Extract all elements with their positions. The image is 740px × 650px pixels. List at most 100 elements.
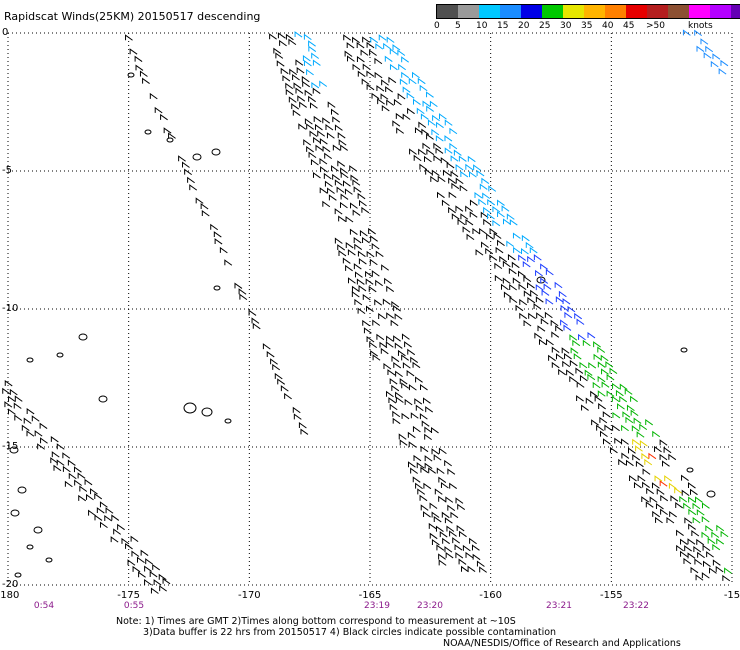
legend-color-bar xyxy=(436,4,740,19)
wind-barb xyxy=(527,296,536,304)
island-outline xyxy=(211,148,221,156)
wind-barb xyxy=(509,219,518,226)
wind-barb xyxy=(201,210,210,217)
wind-barb xyxy=(391,384,400,392)
wind-barb xyxy=(389,63,398,71)
wind-barb xyxy=(401,56,409,63)
wind-barb xyxy=(396,127,404,134)
wind-barb xyxy=(502,260,511,268)
wind-barb xyxy=(130,535,139,543)
wind-barb xyxy=(378,34,387,41)
wind-barb xyxy=(398,433,407,440)
wind-barb xyxy=(622,411,631,418)
wind-barb xyxy=(388,76,397,84)
wind-barb xyxy=(2,387,11,395)
longitude-tick-label: -175 xyxy=(117,590,141,601)
wind-barb xyxy=(492,206,501,213)
legend-swatch xyxy=(626,5,647,18)
wind-barb xyxy=(401,382,410,389)
wind-barb xyxy=(369,258,378,266)
wind-barb xyxy=(393,361,402,369)
wind-barb xyxy=(326,132,335,139)
wind-barb xyxy=(158,573,167,581)
legend-label: 15 xyxy=(497,21,509,31)
wind-barb xyxy=(522,260,531,268)
wind-barb xyxy=(612,424,620,432)
wind-barb xyxy=(369,49,377,56)
wind-barb xyxy=(479,228,487,235)
wind-barb xyxy=(529,246,538,254)
wind-barb xyxy=(304,89,313,96)
wind-barb xyxy=(626,404,635,412)
wind-barb xyxy=(90,488,98,495)
wind-barb xyxy=(469,211,478,218)
wind-barb xyxy=(540,318,549,325)
wind-barb xyxy=(467,565,476,572)
wind-barb xyxy=(296,67,305,74)
wind-barb xyxy=(408,384,417,391)
wind-barb xyxy=(7,408,16,415)
wind-barb xyxy=(386,312,395,319)
wind-barb xyxy=(560,304,569,312)
wind-barb xyxy=(435,147,444,154)
wind-barb xyxy=(386,36,395,43)
wind-barb xyxy=(594,395,603,402)
wind-barb xyxy=(578,333,586,341)
wind-barb xyxy=(668,453,677,461)
wind-barb xyxy=(200,203,209,210)
wind-barb xyxy=(352,179,361,186)
wind-barb xyxy=(401,71,410,79)
legend-label: 40 xyxy=(602,21,614,31)
wind-barb xyxy=(448,191,457,198)
wind-barb xyxy=(239,293,248,301)
wind-barb xyxy=(611,395,620,403)
wind-barb xyxy=(502,277,511,284)
wind-barb xyxy=(408,441,417,448)
wind-barb xyxy=(722,574,731,582)
wind-barb xyxy=(395,370,403,378)
wind-barb xyxy=(499,255,508,263)
wind-barb xyxy=(377,98,385,105)
wind-barb xyxy=(545,298,554,305)
wind-barb xyxy=(426,91,434,98)
wind-barb xyxy=(444,546,453,553)
wind-barb xyxy=(88,509,96,517)
wind-barb xyxy=(317,130,326,137)
wind-barb xyxy=(551,361,560,369)
wind-barb xyxy=(625,416,634,424)
time-label: 0:54 xyxy=(33,601,55,611)
wind-barb xyxy=(182,161,190,168)
wind-barb xyxy=(449,482,457,489)
wind-barb xyxy=(312,59,321,66)
wind-barb xyxy=(525,241,534,249)
wind-barb xyxy=(462,226,471,233)
wind-barb xyxy=(619,383,628,390)
wind-barb xyxy=(272,363,281,371)
island-outline xyxy=(144,129,152,135)
wind-barb xyxy=(420,466,429,474)
wind-barb xyxy=(154,106,163,114)
wind-barb xyxy=(135,64,144,71)
wind-barb xyxy=(597,390,606,397)
wind-barb xyxy=(394,313,403,320)
wind-barb xyxy=(37,443,45,450)
wind-barb xyxy=(417,488,426,495)
island-outline xyxy=(14,572,22,578)
wind-barb xyxy=(393,98,402,106)
wind-barb xyxy=(609,367,618,374)
wind-barb xyxy=(343,180,351,187)
longitude-tick-label: -15 xyxy=(723,590,740,601)
wind-barb xyxy=(528,312,536,320)
wind-barb xyxy=(558,368,566,376)
wind-barb xyxy=(358,258,367,265)
wind-barb xyxy=(718,68,727,75)
legend-swatch xyxy=(500,5,521,18)
wind-barb xyxy=(501,205,510,212)
wind-barb xyxy=(340,171,349,179)
wind-barb xyxy=(701,516,710,523)
wind-barb xyxy=(599,416,608,424)
wind-barb xyxy=(545,268,554,276)
wind-barb xyxy=(168,132,176,139)
wind-barb xyxy=(292,74,300,81)
wind-barb xyxy=(433,154,442,162)
